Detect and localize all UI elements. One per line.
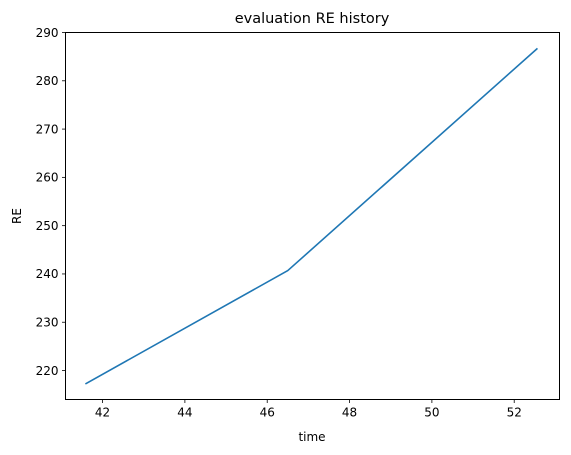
- x-axis: 42 44 46 48 50 52: [95, 400, 522, 420]
- x-axis-label: time: [298, 430, 325, 444]
- y-tick-label: 220: [36, 364, 59, 378]
- y-tick-label: 290: [36, 26, 59, 40]
- x-tick-label: 44: [177, 406, 192, 420]
- y-axis: 220 230 240 250 260 270 280 290: [36, 26, 66, 378]
- chart-title: evaluation RE history: [235, 11, 390, 27]
- y-axis-label: RE: [10, 208, 24, 224]
- y-tick-label: 270: [36, 122, 59, 136]
- plot-frame: [66, 33, 560, 400]
- x-tick-label: 46: [260, 406, 275, 420]
- x-tick-label: 52: [507, 406, 522, 420]
- series-line: [86, 49, 537, 384]
- y-tick-label: 230: [36, 316, 59, 330]
- x-tick-label: 50: [424, 406, 439, 420]
- y-tick-label: 240: [36, 267, 59, 281]
- x-tick-label: 48: [342, 406, 357, 420]
- y-tick-label: 250: [36, 219, 59, 233]
- y-tick-label: 260: [36, 171, 59, 185]
- plot-area: [86, 49, 537, 384]
- x-tick-label: 42: [95, 406, 110, 420]
- y-tick-label: 280: [36, 74, 59, 88]
